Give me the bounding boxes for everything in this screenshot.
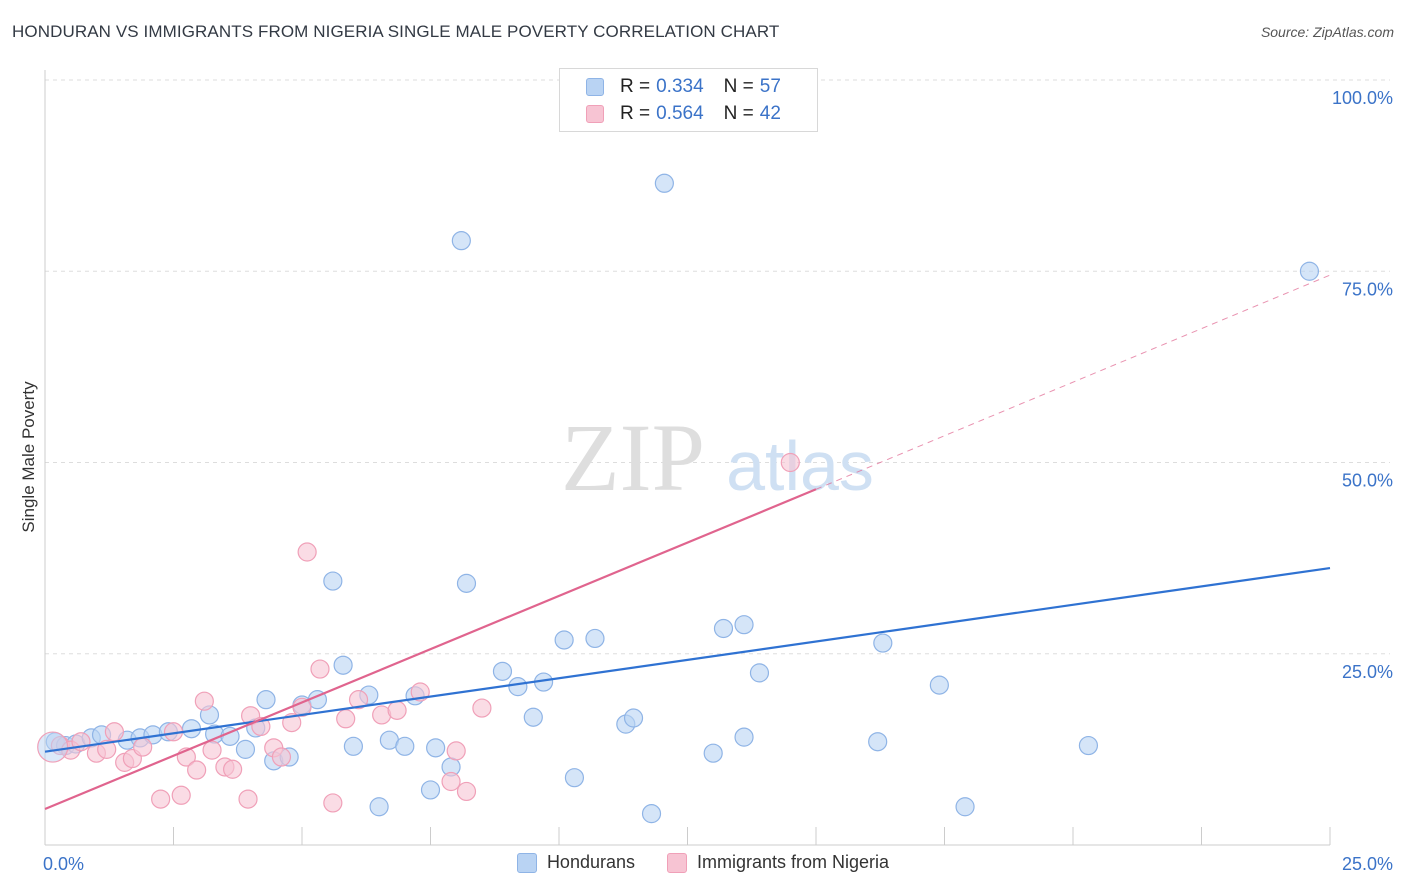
point-nigeria [202, 740, 222, 760]
point-cluster [37, 731, 69, 763]
point-hondurans [256, 690, 276, 710]
legend-r-label: R = [620, 103, 651, 124]
point-nigeria [441, 771, 461, 792]
point-nigeria [297, 542, 317, 562]
series-legend: Hondurans Immigrants from Nigeria [0, 852, 1406, 873]
point-nigeria [133, 737, 153, 757]
point-hondurans [564, 768, 585, 788]
point-nigeria [238, 789, 258, 809]
legend-r-value: 0.334 [656, 76, 704, 97]
point-hondurans [395, 736, 415, 756]
point-nigeria [187, 760, 207, 780]
point-hondurans [554, 630, 574, 650]
source-credit: Source: ZipAtlas.com [1260, 24, 1394, 40]
point-hondurans [868, 732, 888, 752]
axes [44, 70, 1331, 846]
point-hondurans [734, 615, 754, 635]
point-hondurans [623, 708, 644, 728]
trend-lines [44, 274, 1331, 811]
point-nigeria [446, 741, 466, 761]
point-hondurans [929, 675, 949, 695]
point-hondurans [343, 736, 363, 756]
data-points [37, 70, 1320, 824]
point-hondurans [749, 663, 770, 683]
point-hondurans [492, 661, 513, 681]
point-hondurans [713, 618, 734, 639]
point-hondurans [955, 797, 975, 817]
point-nigeria [104, 722, 124, 742]
point-nigeria [336, 709, 356, 729]
point-hondurans [426, 738, 446, 758]
point-hondurans [734, 727, 754, 747]
point-hondurans [181, 719, 202, 739]
point-hondurans [523, 707, 543, 727]
point-nigeria [780, 452, 800, 473]
point-hondurans [585, 628, 605, 649]
point-nigeria [223, 759, 243, 779]
point-hondurans [654, 173, 674, 193]
point-nigeria [194, 691, 214, 711]
legend-swatch-pink [586, 105, 604, 123]
point-nigeria [171, 785, 191, 805]
point-hondurans [323, 571, 343, 591]
point-nigeria [323, 793, 343, 813]
correlation-legend: R = 0.334 N = 57 R = 0.564 N = 42 [559, 68, 818, 132]
y-tick-label: 50.0% [1342, 471, 1393, 491]
legend-r-label: R = [620, 76, 651, 97]
y-tick-label: 100.0% [1332, 88, 1393, 108]
point-nigeria [472, 698, 492, 718]
trend-line-nigeria [815, 274, 1331, 490]
chart-title: HONDURAN VS IMMIGRANTS FROM NIGERIA SING… [12, 22, 780, 41]
legend-label-nigeria: Immigrants from Nigeria [697, 852, 890, 872]
x-tick-label: 25.0% [1342, 854, 1393, 874]
legend-n-label: N = [723, 103, 754, 124]
x-tick-label: 0.0% [43, 854, 84, 874]
legend-swatch-pink [667, 852, 687, 873]
legend-n-value: 42 [759, 103, 781, 124]
legend-row-hondurans: R = 0.334 N = 57 [586, 75, 781, 99]
point-hondurans [508, 677, 528, 697]
legend-item-hondurans: Hondurans [516, 852, 635, 873]
legend-label-hondurans: Hondurans [546, 852, 635, 872]
point-hondurans [873, 633, 893, 653]
point-hondurans [451, 231, 471, 251]
point-hondurans [456, 573, 477, 593]
watermark-zip: ZIP [561, 404, 705, 511]
point-hondurans [369, 797, 389, 817]
point-nigeria [271, 747, 292, 767]
point-hondurans [703, 743, 723, 763]
tick-labels: 25.0% 50.0% 75.0% 100.0% 0.0% 25.0% [43, 88, 1393, 874]
trend-line-hondurans [44, 566, 1331, 753]
point-hondurans [235, 739, 256, 759]
point-nigeria [151, 789, 171, 809]
point-hondurans [333, 655, 353, 675]
legend-n-value: 57 [759, 76, 781, 97]
y-tick-label: 75.0% [1342, 279, 1393, 299]
point-hondurans [420, 780, 441, 800]
point-hondurans [641, 804, 662, 824]
point-nigeria [348, 690, 369, 710]
point-nigeria [456, 781, 477, 802]
watermark: ZIP atlas [561, 404, 874, 511]
point-nigeria [97, 739, 117, 759]
legend-n-label: N = [723, 76, 754, 97]
point-hondurans [1299, 261, 1320, 281]
legend-r-value: 0.564 [656, 103, 704, 124]
gridlines [45, 79, 1390, 655]
legend-swatch-blue [586, 78, 604, 96]
y-tick-label: 25.0% [1342, 662, 1393, 682]
point-nigeria [387, 700, 407, 720]
y-axis-label: Single Male Poverty [19, 381, 38, 533]
trend-line-nigeria [44, 488, 817, 811]
legend-swatch-blue [516, 852, 537, 873]
point-hondurans [1078, 735, 1099, 756]
legend-row-nigeria: R = 0.564 N = 42 [586, 102, 781, 126]
point-nigeria [310, 659, 330, 679]
legend-item-nigeria: Immigrants from Nigeria [667, 852, 889, 873]
watermark-atlas: atlas [726, 427, 874, 505]
